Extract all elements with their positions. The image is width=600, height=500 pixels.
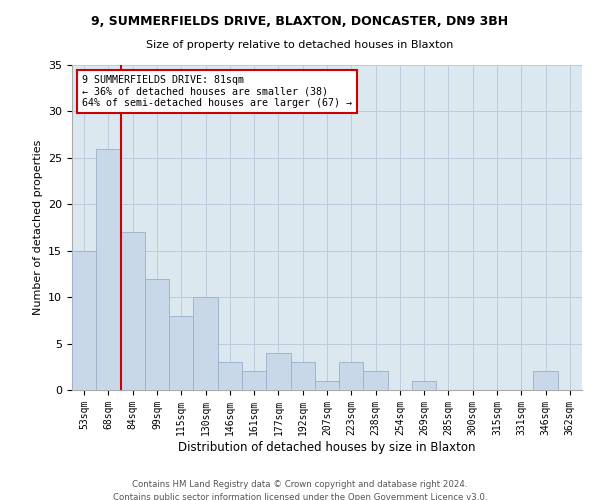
Bar (364, 372, 388, 390)
Bar (169, 316, 193, 390)
Bar (145, 278, 169, 390)
X-axis label: Distribution of detached houses by size in Blaxton: Distribution of detached houses by size … (178, 440, 476, 454)
Bar (96, 148, 121, 390)
Text: Contains public sector information licensed under the Open Government Licence v3: Contains public sector information licen… (113, 492, 487, 500)
Bar (290, 362, 315, 390)
Text: Contains HM Land Registry data © Crown copyright and database right 2024.: Contains HM Land Registry data © Crown c… (132, 480, 468, 489)
Text: 9 SUMMERFIELDS DRIVE: 81sqm
← 36% of detached houses are smaller (38)
64% of sem: 9 SUMMERFIELDS DRIVE: 81sqm ← 36% of det… (82, 74, 352, 108)
Bar (339, 362, 364, 390)
Bar (533, 372, 558, 390)
Text: 9, SUMMERFIELDS DRIVE, BLAXTON, DONCASTER, DN9 3BH: 9, SUMMERFIELDS DRIVE, BLAXTON, DONCASTE… (91, 15, 509, 28)
Bar (193, 297, 218, 390)
Bar (315, 380, 339, 390)
Bar (242, 372, 266, 390)
Bar (72, 250, 96, 390)
Bar (412, 380, 436, 390)
Y-axis label: Number of detached properties: Number of detached properties (32, 140, 43, 315)
Bar (266, 353, 290, 390)
Bar (218, 362, 242, 390)
Text: Size of property relative to detached houses in Blaxton: Size of property relative to detached ho… (146, 40, 454, 50)
Bar (121, 232, 145, 390)
